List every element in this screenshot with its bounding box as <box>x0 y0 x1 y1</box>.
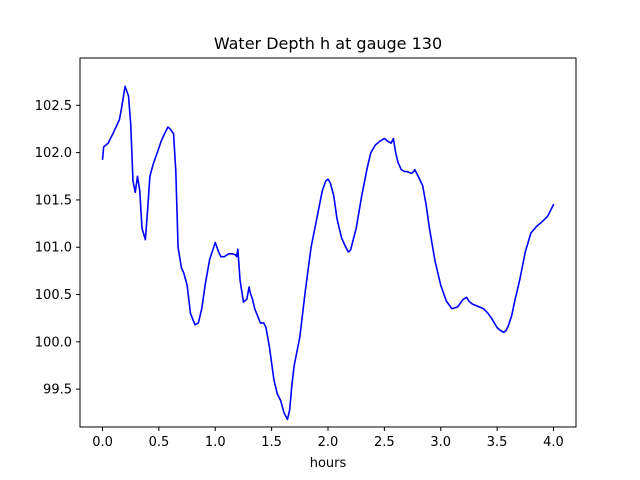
x-tick-label: 3.0 <box>430 435 451 450</box>
x-tick-label: 4.0 <box>543 435 564 450</box>
x-tick-label: 3.5 <box>487 435 508 450</box>
y-tick-label: 100.5 <box>35 288 72 303</box>
plot-area <box>101 85 555 421</box>
chart-title: Water Depth h at gauge 130 <box>214 34 442 53</box>
x-tick-label: 1.5 <box>261 435 282 450</box>
x-tick-label: 2.0 <box>318 435 339 450</box>
y-tick-label: 102.5 <box>35 99 72 114</box>
y-tick-label: 100.0 <box>35 335 72 350</box>
series-line-0 <box>101 85 555 421</box>
x-tick-label: 2.5 <box>374 435 395 450</box>
x-tick-label: 0.5 <box>149 435 170 450</box>
x-tick-label: 1.0 <box>205 435 226 450</box>
x-tick-label: 0.0 <box>92 435 113 450</box>
y-tick-label: 102.0 <box>35 146 72 161</box>
y-axis-ticks: 99.5 100.0 100.5 101.0 101.5 102.0 102.5 <box>35 99 80 398</box>
x-axis-ticks: 0.0 0.5 1.0 1.5 2.0 2.5 3.0 3.5 4.0 <box>92 427 564 450</box>
y-tick-label: 99.5 <box>43 383 72 398</box>
plot-frame <box>79 57 577 428</box>
x-axis-label: hours <box>310 456 347 471</box>
y-tick-label: 101.0 <box>35 241 72 256</box>
y-tick-label: 101.5 <box>35 193 72 208</box>
